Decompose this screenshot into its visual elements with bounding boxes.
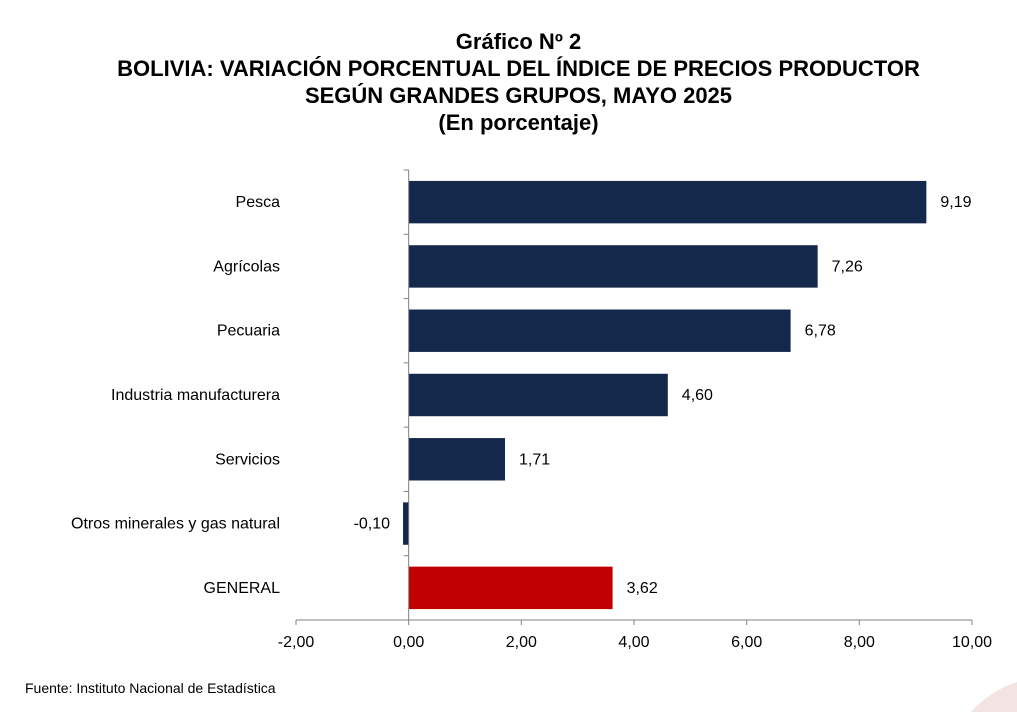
chart-title-block: Gráfico Nº 2 BOLIVIA: VARIACIÓN PORCENTU… bbox=[0, 28, 1017, 136]
x-tick-label-2: 2,00 bbox=[506, 634, 537, 651]
bar-0 bbox=[408, 180, 927, 224]
chart-subtitle: (En porcentaje) bbox=[438, 110, 599, 135]
x-tick-label-0: -2,00 bbox=[278, 634, 315, 651]
category-label-6: GENERAL bbox=[204, 580, 281, 597]
value-label-2: 6,78 bbox=[805, 323, 836, 340]
bar-5 bbox=[403, 502, 409, 545]
category-label-4: Servicios bbox=[215, 451, 280, 468]
x-tick-label-5: 8,00 bbox=[844, 634, 875, 651]
x-tick-label-3: 4,00 bbox=[618, 634, 649, 651]
category-label-2: Pecuaria bbox=[217, 323, 280, 340]
category-label-3: Industria manufacturera bbox=[111, 387, 280, 404]
category-label-0: Pesca bbox=[236, 194, 281, 211]
value-label-0: 9,19 bbox=[940, 194, 971, 211]
source-note: Fuente: Instituto Nacional de Estadístic… bbox=[25, 680, 276, 696]
bar-2 bbox=[408, 309, 791, 352]
chart-number: Gráfico Nº 2 bbox=[455, 29, 582, 54]
chart-title-line-2: SEGÚN GRANDES GRUPOS, MAYO 2025 bbox=[304, 83, 733, 108]
x-tick-label-1: 0,00 bbox=[393, 634, 424, 651]
bar-6 bbox=[408, 566, 613, 610]
value-label-5: -0,10 bbox=[354, 516, 391, 533]
category-label-5: Otros minerales y gas natural bbox=[71, 516, 280, 533]
value-label-4: 1,71 bbox=[519, 451, 550, 468]
x-tick-label-4: 6,00 bbox=[731, 634, 762, 651]
value-label-3: 4,60 bbox=[682, 387, 713, 404]
x-tick-label-6: 10,00 bbox=[952, 634, 992, 651]
category-label-1: Agrícolas bbox=[213, 258, 280, 275]
chart-title-line-1: BOLIVIA: VARIACIÓN PORCENTUAL DEL ÍNDICE… bbox=[117, 56, 920, 81]
corner-decoration bbox=[971, 682, 1017, 712]
bar-1 bbox=[408, 245, 818, 288]
bar-3 bbox=[408, 373, 668, 417]
value-label-6: 3,62 bbox=[627, 580, 658, 597]
bar-4 bbox=[408, 438, 505, 481]
value-label-1: 7,26 bbox=[832, 258, 863, 275]
